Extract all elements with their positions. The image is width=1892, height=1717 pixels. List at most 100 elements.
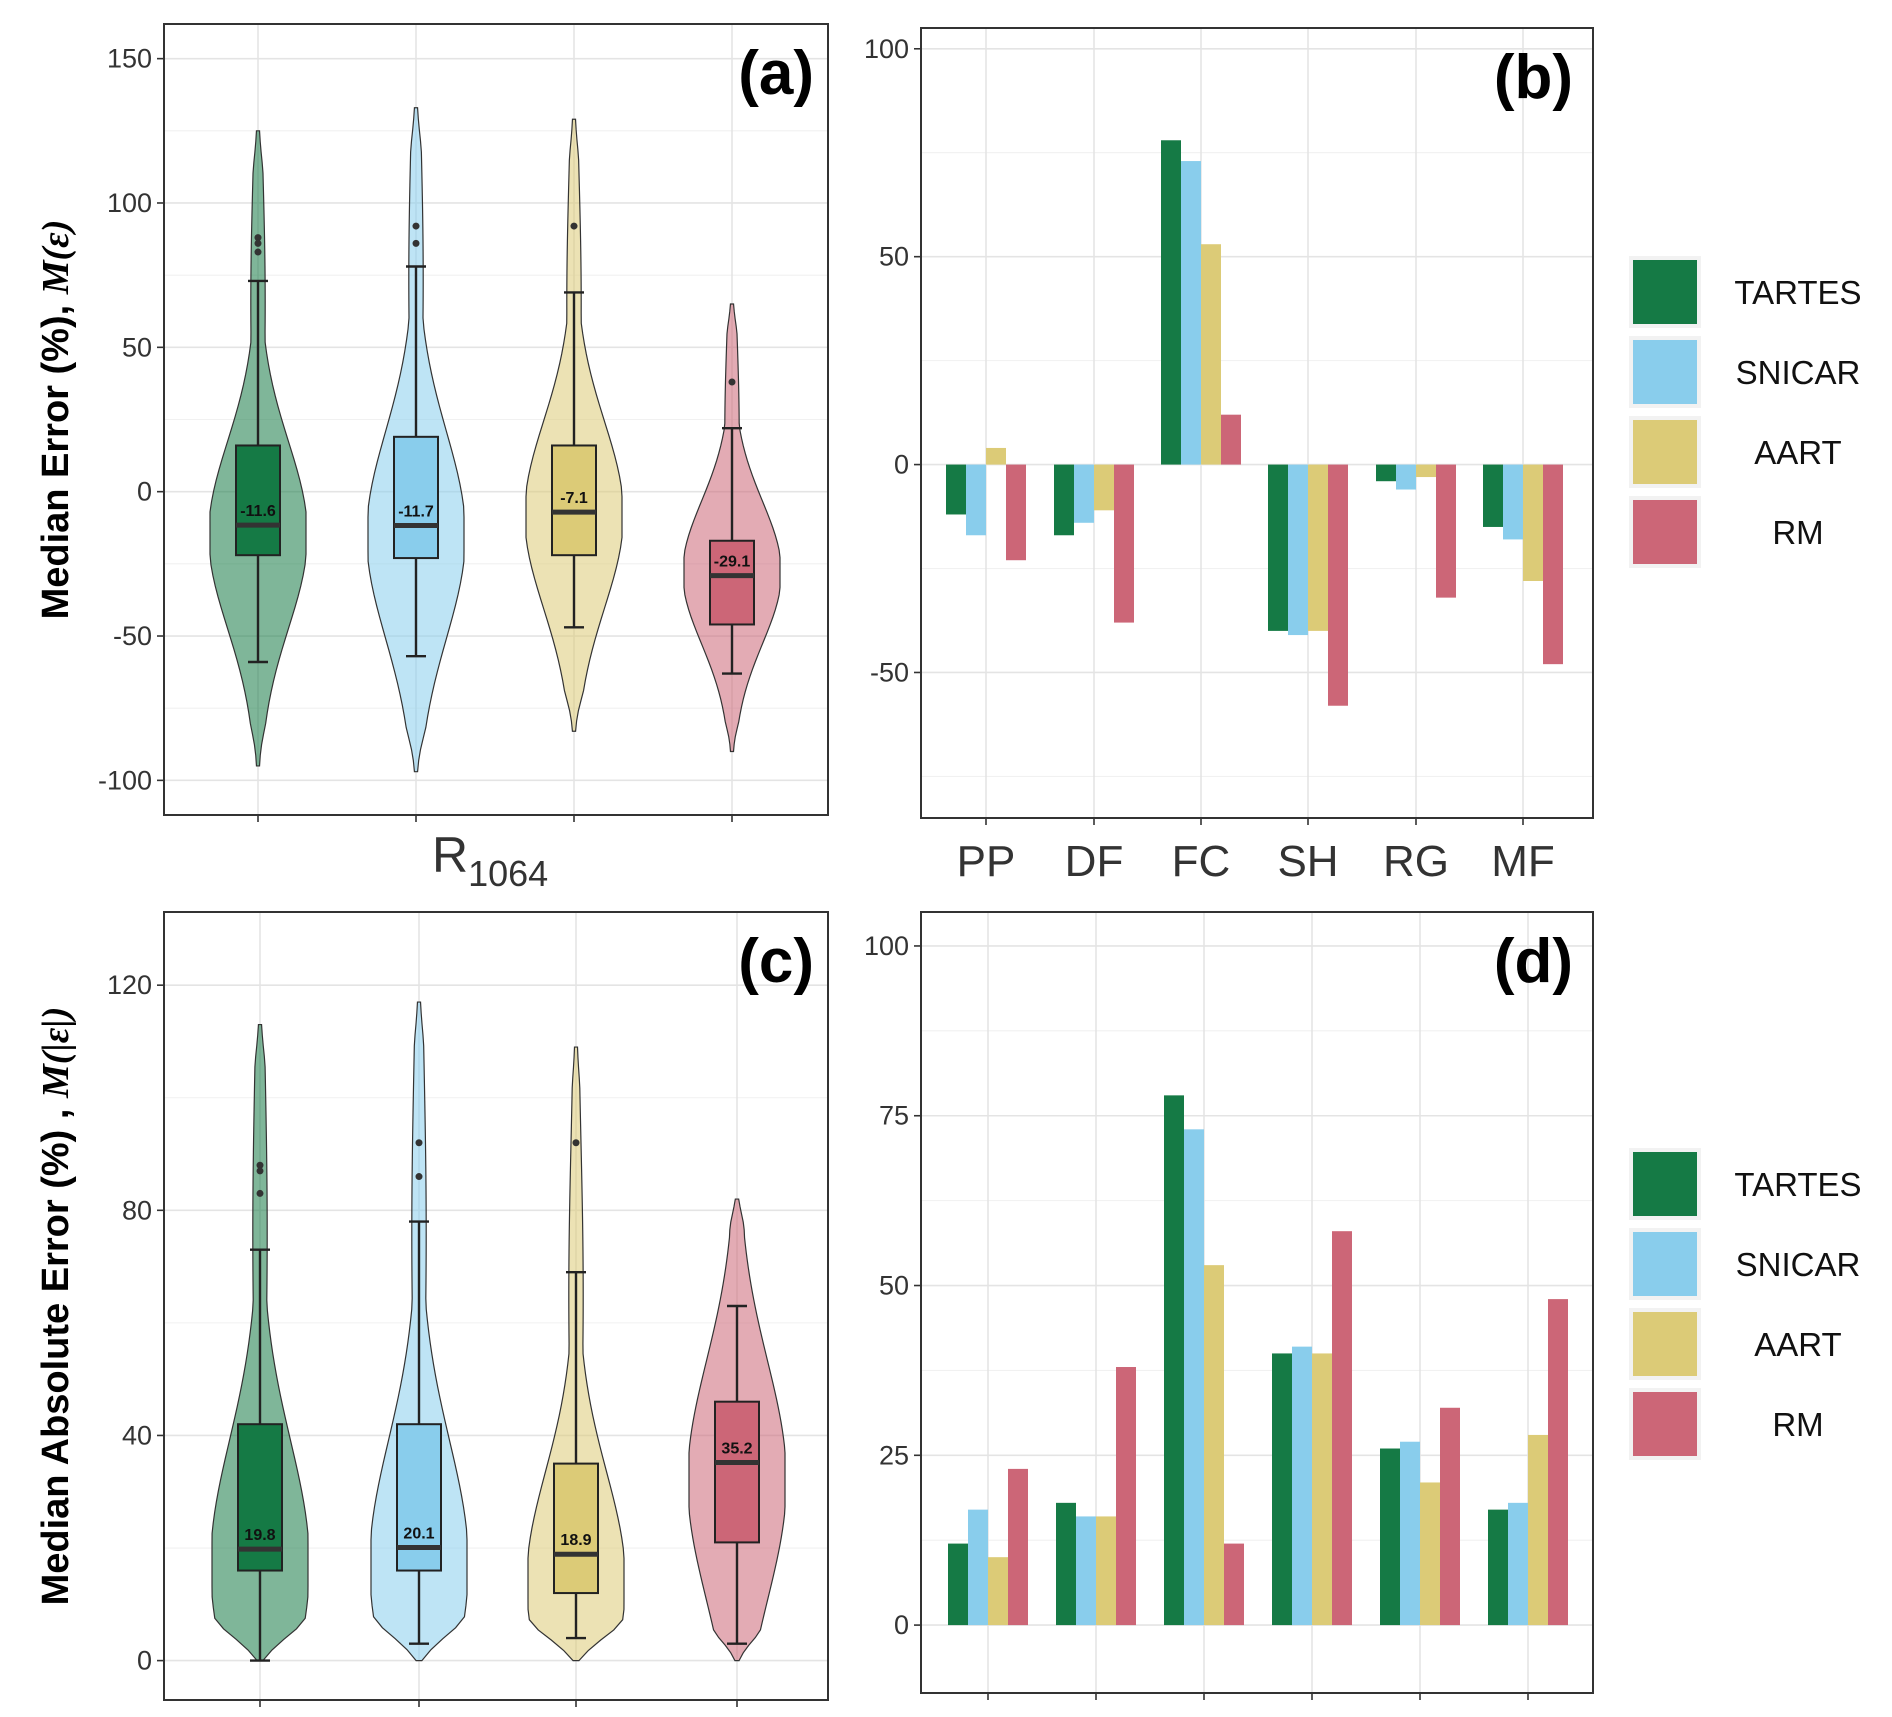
bar-snicar-df [1074,464,1094,523]
legend-key-rm [1633,1392,1697,1456]
panel-c-violin: 120 80 40 0 19.8 20.1 18.9 35.2 (c) Median Absolu… [35,911,829,1707]
bar-rm-sh [1328,464,1348,706]
bar-tartes-fc [1161,140,1181,465]
outlier-point [254,234,262,242]
outlier-point [570,222,578,230]
panel-label: (b) [1494,43,1573,112]
legend-key-aart [1633,1312,1697,1376]
bar-snicar-mf [1508,1502,1528,1626]
bar-snicar-rg [1400,1441,1420,1626]
median-label: -29.1 [714,554,751,571]
panel-label: (d) [1494,927,1573,996]
y-tick-label: 25 [879,1440,909,1470]
bar-snicar-df [1076,1516,1096,1626]
median-label: 35.2 [721,1440,752,1457]
y-tick-label: 50 [879,1271,909,1301]
bar-snicar-sh [1292,1346,1312,1626]
plot-border [920,27,1594,819]
x-category-label: RG [1383,837,1449,886]
legend-label: RM [1772,514,1823,551]
box-rm [714,1400,760,1544]
y-tick-label: 0 [137,477,152,507]
y-tick-label: 40 [122,1420,152,1450]
outlier-point [728,378,736,386]
x-category-label: DF [1065,837,1124,886]
outlier-point [412,239,420,247]
outlier-point [415,1173,423,1181]
bar-rm-df [1114,464,1134,623]
outlier-point [412,222,420,230]
median-label: 20.1 [403,1525,434,1542]
median-label: 18.9 [560,1532,591,1549]
legend-key-tartes [1633,1152,1697,1216]
bar-aart-mf [1523,464,1543,581]
y-axis-label-math: M(|ε|) [35,1007,77,1099]
bar-snicar-fc [1181,161,1201,465]
y-tick-label: 80 [122,1195,152,1225]
y-tick-label: 120 [107,970,152,1000]
bar-aart-rg [1420,1482,1440,1626]
plot-border [163,911,829,1701]
y-axis-label: Median Error (%), M(ε) [35,220,77,620]
bar-aart-df [1096,1516,1116,1626]
legend-label: RM [1772,1406,1823,1443]
y-tick-label: -100 [98,765,152,795]
bar-tartes-sh [1268,464,1288,631]
bar-snicar-rg [1396,464,1416,490]
box-aart [553,1462,599,1595]
y-axis-label-math: M(ε) [35,220,77,296]
x-category-label: MF [1491,837,1555,886]
bar-snicar-pp [968,1509,988,1626]
x-category-label: SH [1277,837,1338,886]
bar-snicar-fc [1184,1129,1204,1626]
median-label: 19.8 [244,1527,275,1544]
bar-aart-sh [1308,464,1328,631]
bar-aart-pp [986,447,1006,465]
y-tick-label: 100 [864,34,909,64]
y-axis-label-text: Median Absolute Error (%) , [35,1098,77,1605]
bar-tartes-fc [1164,1095,1184,1626]
legend-key-tartes [1633,260,1697,324]
y-tick-label: 0 [894,450,909,480]
bar-rm-mf [1548,1299,1568,1626]
box-rm [709,539,755,626]
box-snicar [393,435,439,560]
bar-tartes-mf [1483,464,1503,527]
y-tick-label: -50 [870,657,909,687]
bar-aart-fc [1201,244,1221,465]
y-tick-label: 150 [107,44,152,74]
bar-aart-rg [1416,464,1436,478]
median-label: -11.6 [240,503,276,520]
y-tick-label: 0 [894,1610,909,1640]
y-axis-label: Median Absolute Error (%) , M(|ε|) [35,1007,77,1606]
plot-border [163,23,829,816]
x-axis-label-main: R [432,827,468,883]
bar-tartes-sh [1272,1353,1292,1626]
plot-border [920,911,1594,1694]
box-aart [551,444,597,557]
bar-aart-mf [1528,1434,1548,1626]
bar-tartes-mf [1488,1509,1508,1626]
outlier-point [256,1167,264,1175]
bar-aart-df [1094,464,1114,511]
median-label: -11.7 [398,503,434,520]
bar-snicar-mf [1503,464,1523,540]
bar-aart-sh [1312,1353,1332,1626]
bar-rm-sh [1332,1231,1352,1626]
legend-key-aart [1633,420,1697,484]
bar-tartes-df [1056,1502,1076,1626]
legend-bottom: TARTES SNICAR AART RM [1629,1148,1862,1460]
outlier-point [254,248,262,256]
plot-background [921,912,1593,1693]
legend-label: TARTES [1734,1166,1861,1203]
bar-tartes-rg [1376,464,1396,482]
bar-aart-pp [988,1557,1008,1626]
bar-rm-fc [1224,1543,1244,1626]
panel-label: (a) [738,39,814,108]
panel-d-bar: 100 75 50 25 0 (d) [864,911,1594,1700]
legend-label: TARTES [1734,274,1861,311]
box-tartes [237,1423,283,1572]
y-axis-label-text: Median Error (%), [35,294,77,619]
bar-rm-mf [1543,464,1563,665]
